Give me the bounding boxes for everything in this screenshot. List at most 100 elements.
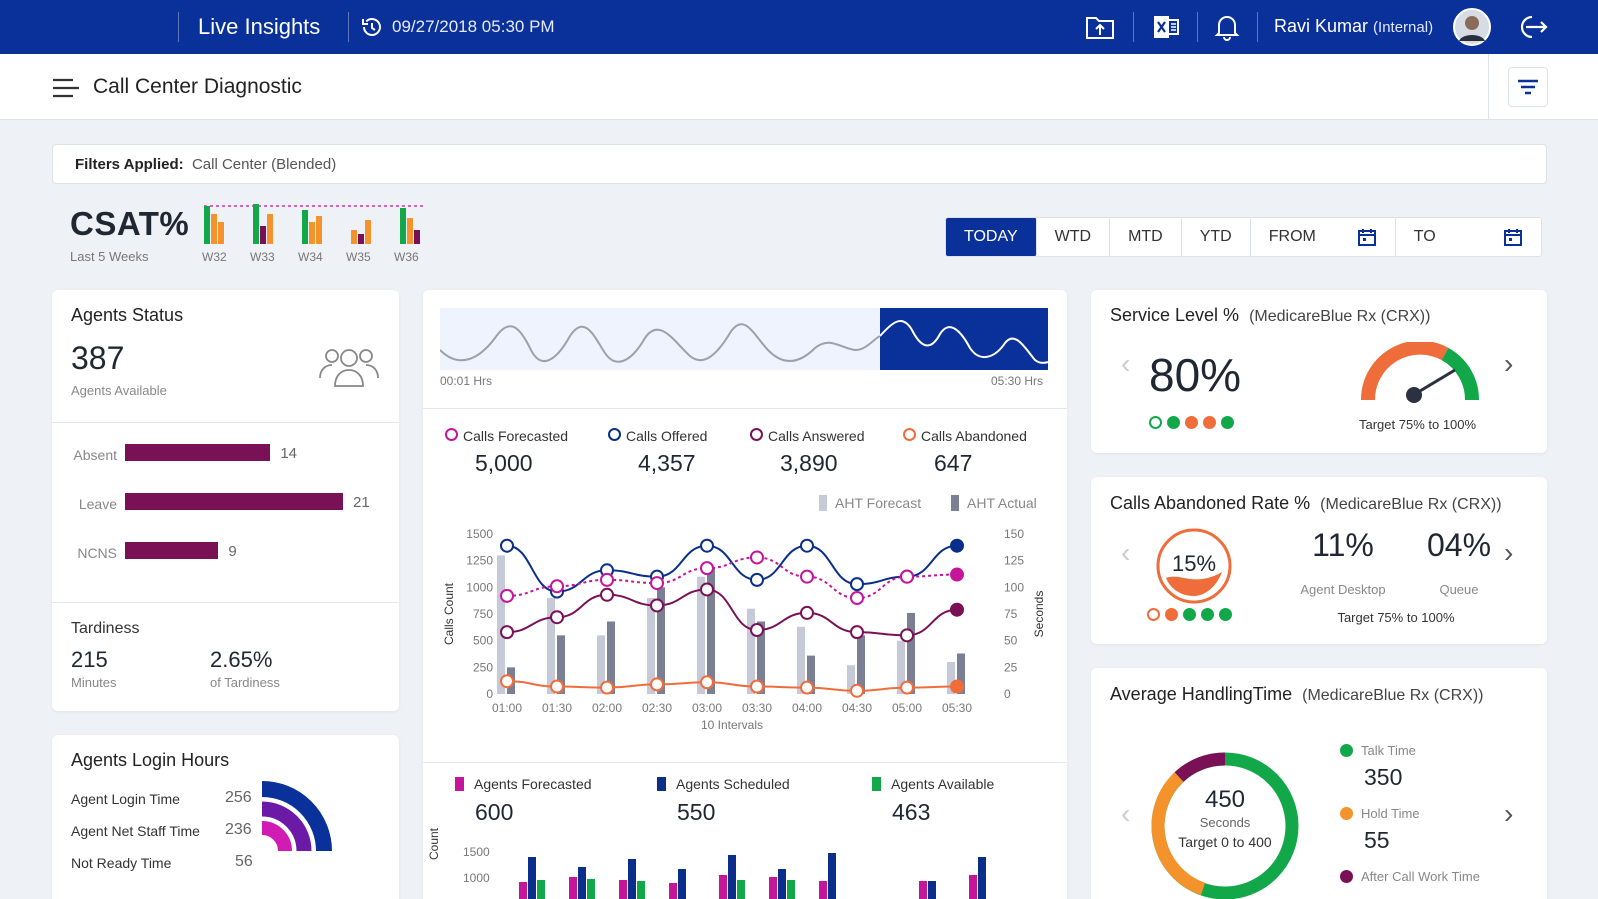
service-level-title: Service Level % (MedicareBlue Rx (CRX)): [1110, 305, 1430, 326]
to-date-picker[interactable]: TO: [1396, 218, 1541, 256]
aht-target: Target 0 to 400: [1178, 834, 1272, 850]
upload-folder-icon[interactable]: [1085, 14, 1115, 40]
queue-value: 04%: [1426, 527, 1492, 563]
csat-week-label: W36: [394, 250, 419, 264]
legend-label: Calls Forecasted: [463, 428, 569, 444]
donut-after-call-work: [1174, 752, 1226, 782]
data-point: [850, 625, 864, 640]
agents-status-card: Agents Status 387 Agents Available Absen…: [52, 290, 399, 711]
logout-icon[interactable]: [1514, 13, 1548, 41]
csat-week-w35: [351, 220, 371, 244]
tardiness-minutes: 215: [71, 647, 108, 672]
tardiness-title: Tardiness: [71, 620, 140, 637]
agents-bar-chart: [519, 853, 986, 899]
aht-bar: [597, 635, 605, 694]
timeline-range-selector[interactable]: [440, 308, 1050, 370]
y2-axis-label: Seconds: [1032, 591, 1046, 638]
y2-tick-label: 125: [1004, 554, 1024, 568]
hamburger-menu-icon[interactable]: [52, 77, 80, 99]
divider: [348, 12, 349, 42]
legend-calls-offered: Calls Offered: [608, 428, 707, 444]
csat-week-w32: [204, 206, 224, 244]
bell-icon[interactable]: [1214, 13, 1240, 41]
y-tick-label: 0: [486, 687, 493, 701]
legend-aht-actual: AHT Actual: [951, 495, 1037, 511]
calendar-icon[interactable]: [1357, 227, 1377, 247]
bar-label-ncns: NCNS: [77, 545, 117, 561]
series-line: [506, 556, 958, 600]
sub-header: [0, 54, 1598, 120]
service-level-card: Service Level % (MedicareBlue Rx (CRX)) …: [1091, 290, 1547, 453]
tab-wtd[interactable]: WTD: [1037, 218, 1111, 256]
from-date-picker[interactable]: FROM: [1251, 218, 1396, 256]
x-tick-label: 03:00: [692, 701, 722, 715]
timeline-wave-selected: [879, 320, 1049, 364]
status-dot: [1167, 416, 1180, 429]
tab-mtd[interactable]: MTD: [1110, 218, 1182, 256]
hold-time-value: 55: [1364, 827, 1390, 853]
agents-status-title: Agents Status: [71, 305, 184, 325]
aht-bar: [747, 608, 755, 694]
y2-tick-label: 150: [1004, 527, 1024, 541]
tab-today[interactable]: TODAY: [946, 218, 1037, 256]
data-point: [500, 538, 514, 553]
aht-bar: [907, 612, 915, 694]
tab-ytd[interactable]: YTD: [1182, 218, 1251, 256]
timeline-start: 00:01 Hrs: [440, 374, 493, 388]
agents-bar-group: [569, 867, 595, 899]
ring-net-staff-time: [262, 801, 312, 852]
agents-bar-group: [919, 881, 936, 899]
data-point: [600, 587, 614, 602]
user-name[interactable]: Ravi Kumar (Internal): [1274, 16, 1433, 37]
donut-hold-time: [1151, 772, 1206, 896]
agents-bar-group: [769, 869, 795, 899]
aht-bar: [957, 653, 965, 694]
filters-label: Filters Applied:: [75, 156, 184, 173]
login-row-value: 256: [225, 789, 252, 806]
data-point: [950, 679, 964, 694]
csat-week-w33: [253, 204, 273, 244]
legend-label: Hold Time: [1361, 806, 1420, 821]
status-dots: [1147, 608, 1237, 626]
queue-label: Queue: [1439, 582, 1479, 597]
abandon-rate-subtitle: (MedicareBlue Rx (CRX)): [1320, 496, 1502, 513]
data-point: [600, 572, 614, 587]
x-tick-label: 02:00: [592, 701, 622, 715]
legend-label: After Call Work Time: [1361, 869, 1480, 884]
timeline-background: [440, 308, 880, 370]
prev-arrow[interactable]: ‹: [1121, 348, 1131, 379]
gauge-green-arc: [1441, 347, 1480, 401]
history-icon[interactable]: [360, 15, 384, 39]
bar-leave: [125, 493, 343, 510]
aht-unit: Seconds: [1199, 815, 1251, 830]
status-dot: [1185, 416, 1198, 429]
prev-arrow[interactable]: ‹: [1121, 537, 1131, 568]
user-role: (Internal): [1373, 19, 1434, 36]
agents-ytick: 1500: [463, 845, 490, 859]
data-point: [850, 683, 864, 698]
data-point: [550, 579, 564, 594]
prev-arrow[interactable]: ‹: [1121, 798, 1131, 829]
next-arrow[interactable]: ›: [1504, 798, 1514, 829]
filter-button[interactable]: [1508, 67, 1548, 107]
agents-bar-group: [719, 855, 745, 899]
avatar[interactable]: [1453, 8, 1491, 46]
divider: [52, 602, 399, 603]
next-arrow[interactable]: ›: [1504, 537, 1514, 568]
divider: [1488, 54, 1489, 120]
aht-bar: [807, 655, 815, 694]
talk-time-value: 350: [1364, 764, 1403, 790]
next-arrow[interactable]: ›: [1504, 348, 1514, 379]
data-point: [700, 561, 714, 576]
y2-tick-label: 50: [1004, 634, 1018, 648]
status-dot: [1165, 608, 1178, 621]
excel-icon[interactable]: [1152, 13, 1180, 41]
login-row-label: Agent Login Time: [71, 791, 180, 807]
legend-label: Agents Forecasted: [474, 776, 592, 792]
divider: [1197, 12, 1198, 42]
data-point: [750, 623, 764, 637]
csat-week-label: W34: [298, 250, 323, 264]
calendar-icon[interactable]: [1503, 227, 1523, 247]
agents-scheduled-value: 550: [677, 799, 716, 825]
x-tick-label: 04:00: [792, 701, 822, 715]
